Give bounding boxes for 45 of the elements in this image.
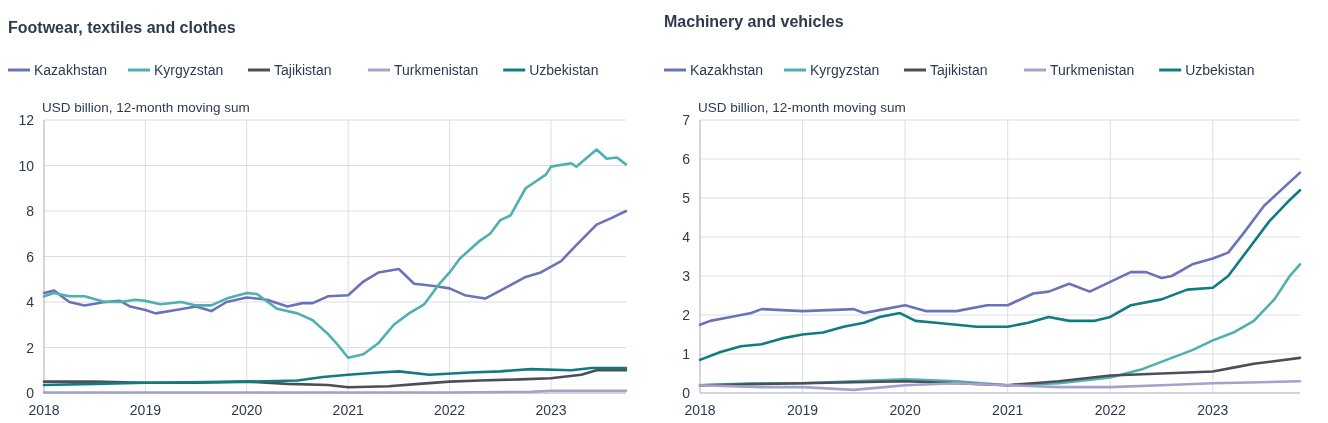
y-tick-label: 2 [26,339,35,356]
y-tick-label: 5 [682,190,691,206]
y-tick-label: 6 [26,248,35,265]
y-tick-label: 10 [18,157,35,174]
legend-label: Turkmenistan [1050,62,1135,78]
legend-label: Uzbekistan [1185,62,1255,78]
line-series [698,171,1302,327]
y-tick-label: 12 [18,112,35,128]
y-tick-label: 4 [26,294,35,310]
line-series [698,188,1302,362]
legend-label: Kyrgyzstan [154,62,224,78]
x-tick-label: 2019 [786,402,819,418]
x-tick-label: 2020 [889,402,921,418]
chart-title: Machinery and vehicles [664,13,844,30]
legend-label: Kazakhstan [34,62,108,78]
x-tick-label: 2018 [684,402,716,418]
y-axis-title: USD billion, 12-month moving sum [42,100,250,115]
x-tick-label: 2021 [992,402,1024,418]
x-tick-label: 2020 [231,402,263,418]
y-tick-label: 3 [682,268,691,284]
legend-label: Uzbekistan [529,62,599,78]
legend-label: Tajikistan [930,62,988,78]
legend-label: Turkmenistan [394,62,479,78]
chart-title: Footwear, textiles and clothes [8,19,236,36]
y-tick-label: 8 [26,203,35,219]
legend-label: Kyrgyzstan [810,62,880,78]
x-tick-label: 2022 [434,402,466,418]
legend-label: Kazakhstan [690,62,764,78]
x-tick-label: 2023 [535,402,567,418]
y-tick-label: 0 [26,385,35,401]
y-tick-label: 1 [682,346,691,362]
y-axis-title: USD billion, 12-month moving sum [698,100,906,115]
x-tick-label: 2021 [332,402,364,418]
y-tick-label: 4 [682,229,691,245]
y-tick-label: 7 [682,112,691,128]
x-tick-label: 2022 [1094,402,1127,418]
y-tick-label: 6 [682,151,691,167]
x-tick-label: 2019 [129,402,162,418]
x-tick-label: 2018 [28,402,60,418]
y-tick-label: 2 [682,307,691,323]
y-tick-label: 0 [682,385,691,401]
x-tick-label: 2023 [1197,402,1229,418]
line-series [42,209,628,315]
legend-label: Tajikistan [274,62,332,78]
line-series [42,148,628,360]
